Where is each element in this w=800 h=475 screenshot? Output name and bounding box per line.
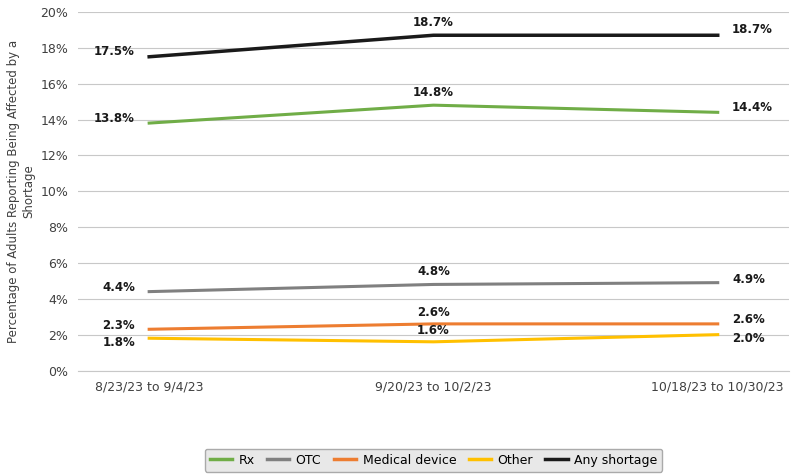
Text: 2.0%: 2.0% (732, 332, 765, 345)
Text: 14.8%: 14.8% (413, 86, 454, 99)
Text: 13.8%: 13.8% (94, 112, 135, 125)
Text: 1.8%: 1.8% (102, 336, 135, 349)
Text: 18.7%: 18.7% (732, 23, 773, 37)
Legend: Rx, OTC, Medical device, Other, Any shortage: Rx, OTC, Medical device, Other, Any shor… (205, 449, 662, 472)
Text: 4.9%: 4.9% (732, 273, 765, 285)
Text: 1.6%: 1.6% (417, 324, 450, 337)
Text: 4.8%: 4.8% (417, 265, 450, 278)
Text: 18.7%: 18.7% (413, 16, 454, 29)
Text: 2.3%: 2.3% (102, 319, 135, 332)
Y-axis label: Percentage of Adults Reporting Being Affected by a
Shortage: Percentage of Adults Reporting Being Aff… (7, 39, 35, 343)
Text: 4.4%: 4.4% (102, 281, 135, 294)
Text: 17.5%: 17.5% (94, 45, 135, 58)
Text: 2.6%: 2.6% (732, 314, 765, 326)
Text: 14.4%: 14.4% (732, 101, 773, 114)
Text: 2.6%: 2.6% (417, 306, 450, 319)
